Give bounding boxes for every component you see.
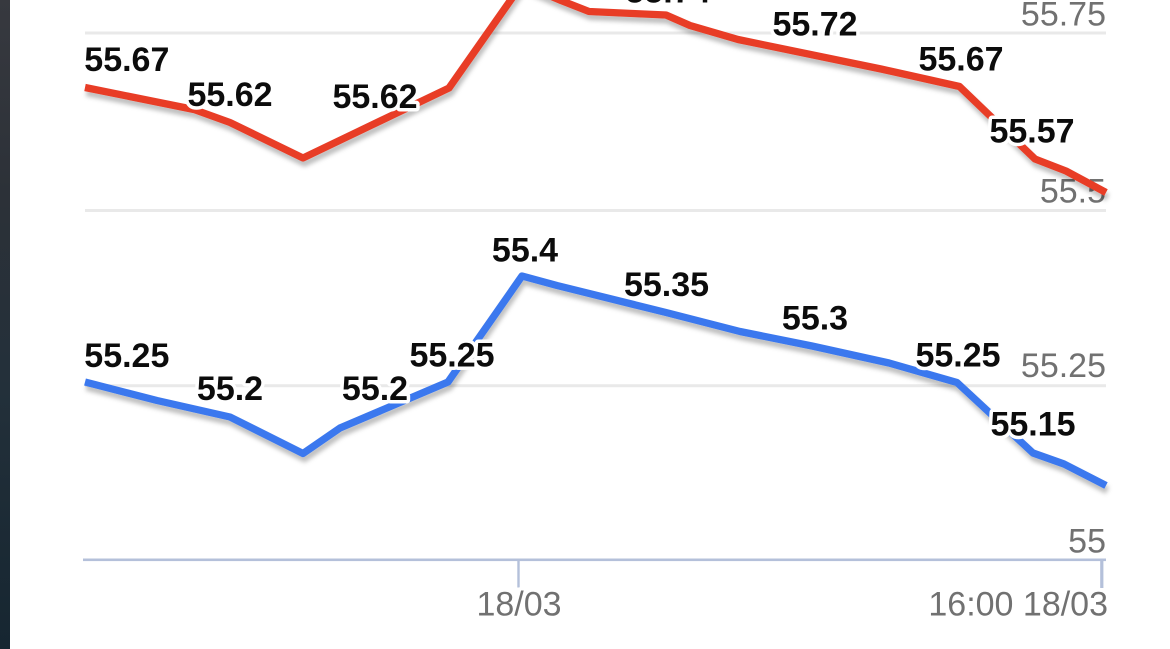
svg-text:55.2: 55.2 — [342, 370, 408, 408]
svg-text:18/03: 18/03 — [476, 586, 561, 624]
svg-text:55.67: 55.67 — [84, 41, 169, 79]
svg-text:55.25: 55.25 — [1021, 347, 1106, 385]
svg-text:55.75: 55.75 — [1021, 0, 1106, 34]
svg-text:55.25: 55.25 — [409, 337, 494, 375]
svg-text:55.3: 55.3 — [782, 300, 848, 338]
svg-text:55.2: 55.2 — [197, 370, 263, 408]
svg-text:55.62: 55.62 — [332, 78, 417, 116]
svg-text:55.62: 55.62 — [187, 76, 272, 114]
svg-text:55.74: 55.74 — [625, 0, 710, 11]
svg-text:55.4: 55.4 — [492, 232, 558, 270]
svg-text:55.35: 55.35 — [624, 266, 709, 304]
svg-text:55.25: 55.25 — [915, 337, 1000, 375]
svg-text:55.25: 55.25 — [84, 337, 169, 375]
svg-text:16:00 18/03: 16:00 18/03 — [928, 586, 1108, 624]
svg-text:55: 55 — [1068, 523, 1106, 561]
svg-text:55.67: 55.67 — [918, 41, 1003, 79]
svg-text:55.72: 55.72 — [772, 6, 857, 44]
svg-text:55.15: 55.15 — [990, 406, 1075, 444]
svg-text:55.57: 55.57 — [989, 113, 1074, 151]
